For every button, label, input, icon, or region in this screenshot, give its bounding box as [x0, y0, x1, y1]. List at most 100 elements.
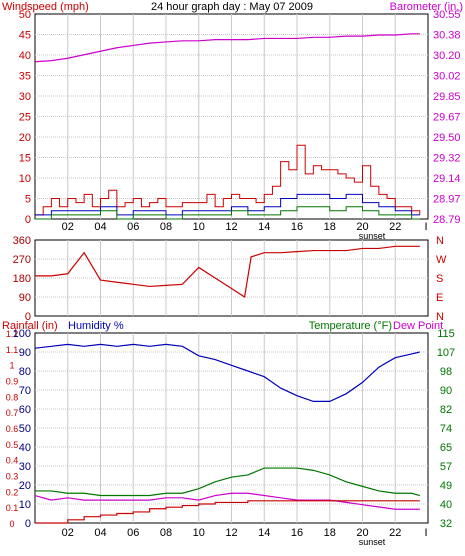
compass-tick-1: W — [436, 254, 447, 266]
humidity-tick-20: 20 — [19, 480, 31, 492]
wind-gust-line — [35, 144, 421, 216]
barometer-tick-29.50: 29.50 — [433, 132, 461, 144]
panel1-x-tick-20: 20 — [356, 221, 368, 233]
wind-low-line — [35, 206, 420, 220]
panel1-series — [34, 33, 421, 220]
humidity-tick-90: 90 — [19, 347, 31, 359]
panel3-grid — [35, 333, 428, 523]
windspeed-tick-20: 20 — [19, 132, 31, 144]
panel3-x-tick-20: 20 — [356, 527, 368, 539]
panel1-x-tick-08: 08 — [160, 221, 172, 233]
panel3-x-tick-16: 16 — [291, 527, 303, 539]
barometer-tick-30.20: 30.20 — [433, 50, 461, 62]
rainfall-tick-8: 0.4 — [6, 456, 19, 466]
direction-tick-270: 270 — [13, 254, 31, 266]
barometer-tick-30.38: 30.38 — [433, 30, 461, 42]
humidity-tick-10: 10 — [19, 499, 31, 511]
temperature-line — [35, 467, 420, 497]
windspeed-tick-0: 0 — [25, 214, 31, 226]
barometer-tick-29.85: 29.85 — [433, 91, 461, 103]
rainfall-tick-9: 0.3 — [6, 472, 19, 482]
humidity-axis-label: Humidity % — [68, 320, 124, 332]
temperature-tick-98: 98 — [440, 366, 452, 378]
panel1-x-tick-22: 22 — [389, 221, 401, 233]
humidity-tick-70: 70 — [19, 385, 31, 397]
temperature-tick-40: 40 — [440, 499, 452, 511]
windspeed-axis-label: Windspeed (mph) — [2, 1, 89, 13]
temperature-tick-82: 82 — [440, 404, 452, 416]
compass-tick-4: N — [436, 311, 444, 323]
panel3-series — [34, 343, 420, 524]
panel3-sunset-label: sunset — [359, 537, 386, 547]
windspeed-tick-45: 45 — [19, 30, 31, 42]
rainfall-tick-1: 1.1 — [6, 345, 19, 355]
temperature-tick-65: 65 — [440, 442, 452, 454]
panel3-x-tick-02: 02 — [62, 527, 74, 539]
rain-humidity-temp-panel: Rainfall (in) Humidity % Temperature (°F… — [2, 320, 455, 547]
panel2-series — [35, 245, 420, 299]
windspeed-tick-10: 10 — [19, 173, 31, 185]
panel1-x-tick-10: 10 — [193, 221, 205, 233]
barometer-ticks: 30.55 30.38 30.20 30.02 29.85 29.67 29.50 29.32… — [433, 9, 461, 226]
panel3-x-tick-10: 10 — [193, 527, 205, 539]
panel1-x-tick-04: 04 — [94, 221, 106, 233]
panel3-end-mark: I — [424, 527, 427, 539]
windspeed-tick-5: 5 — [25, 194, 31, 206]
wind-barometer-panel: Windspeed (mph) 24 hour graph day : May … — [2, 1, 463, 241]
temperature-tick-107: 107 — [437, 347, 455, 359]
compass-tick-0: N — [436, 235, 444, 247]
rainfall-tick-11: 0.1 — [6, 503, 19, 513]
panel1-x-tick-14: 14 — [258, 221, 270, 233]
barometer-axis-label: Barometer (in.) — [390, 1, 463, 13]
panel1-end-mark: I — [424, 221, 427, 233]
barometer-tick-30.02: 30.02 — [433, 71, 461, 83]
rainfall-tick-7: 0.5 — [6, 440, 19, 450]
temperature-tick-49: 49 — [440, 480, 452, 492]
panel1-x-ticks: 02 04 06 08 10 12 14 16 18 20 22 — [62, 221, 402, 233]
panel1-x-tick-12: 12 — [225, 221, 237, 233]
panel1-x-tick-06: 06 — [127, 221, 139, 233]
rainfall-ticks: 1.2 1.1 1 0.9 0.8 0.7 0.6 0.5 0.4 0.3 0.2 0.1 0 — [6, 329, 19, 529]
windspeed-tick-40: 40 — [19, 50, 31, 62]
temperature-tick-115: 115 — [437, 328, 455, 340]
dewpoint-line — [34, 492, 420, 510]
panel3-x-tick-12: 12 — [225, 527, 237, 539]
panel1-x-tick-18: 18 — [324, 221, 336, 233]
wind-average-line — [35, 193, 420, 216]
humidity-tick-40: 40 — [19, 442, 31, 454]
humidity-tick-0: 0 — [25, 518, 31, 530]
panel3-x-tick-14: 14 — [258, 527, 270, 539]
temperature-ticks: 115 107 98 90 82 74 65 57 49 40 32 — [437, 328, 455, 530]
rainfall-tick-2: 1 — [9, 361, 14, 371]
panel1-x-tick-16: 16 — [291, 221, 303, 233]
temperature-tick-57: 57 — [440, 461, 452, 473]
wind-direction-line — [35, 245, 420, 299]
direction-tick-180: 180 — [13, 273, 31, 285]
chart-title: 24 hour graph day : May 07 2009 — [151, 1, 313, 13]
temperature-tick-74: 74 — [440, 423, 452, 435]
barometer-tick-30.55: 30.55 — [433, 9, 461, 21]
panel1-sunset-label: sunset — [359, 231, 386, 241]
windspeed-tick-15: 15 — [19, 153, 31, 165]
barometer-tick-29.67: 29.67 — [433, 112, 461, 124]
windspeed-tick-50: 50 — [19, 9, 31, 21]
rainfall-line — [35, 500, 420, 524]
direction-tick-90: 90 — [19, 292, 31, 304]
barometer-line — [34, 33, 420, 63]
panel3-x-tick-18: 18 — [324, 527, 336, 539]
windspeed-tick-25: 25 — [19, 112, 31, 124]
rainfall-tick-12: 0 — [9, 519, 14, 529]
direction-tick-360: 360 — [13, 235, 31, 247]
temperature-tick-32: 32 — [440, 518, 452, 530]
humidity-tick-80: 80 — [19, 366, 31, 378]
direction-degree-ticks: 360 270 180 90 0 — [13, 235, 31, 323]
dewpoint-axis-label: Dew Point — [393, 320, 443, 332]
panel3-x-tick-08: 08 — [160, 527, 172, 539]
barometer-tick-28.97: 28.97 — [433, 194, 461, 206]
rainfall-tick-10: 0.2 — [6, 487, 19, 497]
rainfall-axis-label: Rainfall (in) — [2, 320, 58, 332]
rainfall-tick-6: 0.6 — [6, 424, 19, 434]
